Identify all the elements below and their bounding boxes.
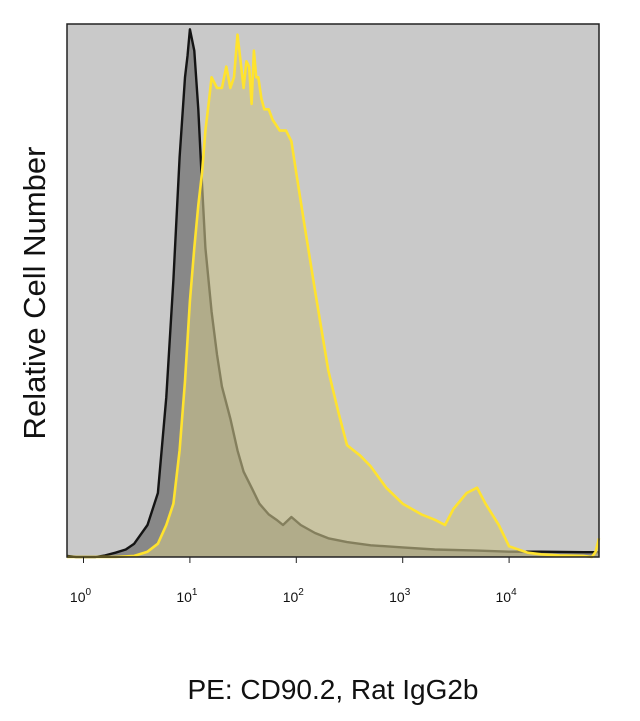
series-stained-line xyxy=(67,33,601,559)
x-tick-label: 101 xyxy=(176,587,198,605)
plot-frame xyxy=(66,23,600,558)
x-tick-label: 102 xyxy=(283,587,305,605)
x-tick-label: 104 xyxy=(496,587,518,605)
x-tick-label: 103 xyxy=(389,587,411,605)
series-stained-fill xyxy=(67,34,599,557)
series-layer xyxy=(66,28,601,559)
x-axis-label: PE: CD90.2, Rat IgG2b xyxy=(187,674,478,705)
y-axis-label: Relative Cell Number xyxy=(17,147,52,440)
x-tick-label: 100 xyxy=(70,587,92,605)
x-axis-ticks: 100 101 102 103 104 xyxy=(70,557,517,605)
